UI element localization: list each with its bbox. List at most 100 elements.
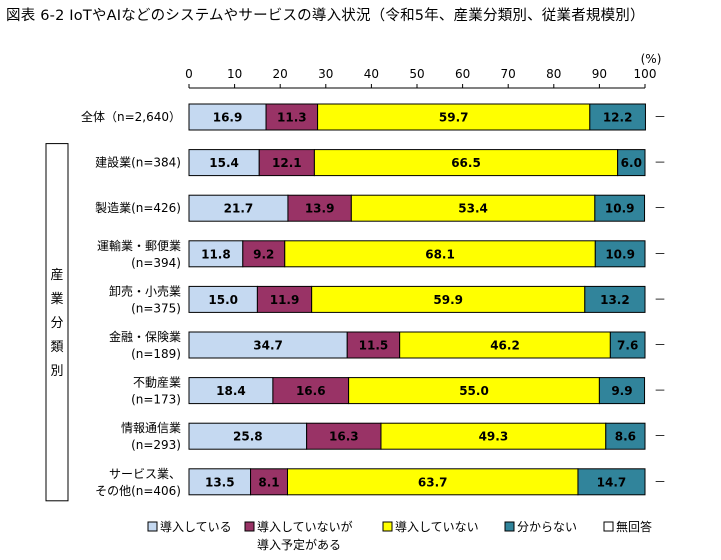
data-label: 21.7 [224, 202, 254, 216]
data-label: 59.9 [433, 293, 463, 307]
data-label: 9.9 [611, 384, 632, 398]
data-label: 11.9 [270, 293, 300, 307]
x-axis: 0 10 20 30 40 50 60 70 80 90 100 [185, 67, 657, 89]
data-label: 34.7 [253, 339, 283, 353]
bar-segment [609, 331, 646, 359]
data-label: 13.2 [600, 293, 630, 307]
no-answer-dash: － [654, 429, 666, 443]
data-label: 11.8 [201, 247, 231, 261]
bar-segment [317, 103, 591, 131]
no-answer-dash: － [654, 110, 666, 124]
bar-row: 製造業(n=426) 21.7 13.9 53.4 10.9 － [95, 194, 666, 222]
x-tick-label: 30 [318, 67, 333, 81]
data-label: 10.9 [605, 247, 635, 261]
bar-segment [188, 103, 267, 131]
bar-row: 不動産業 (n=173) 18.4 16.6 55.0 9.9 － [131, 375, 666, 407]
data-label: 14.7 [597, 475, 627, 489]
x-tick-label: 70 [501, 67, 516, 81]
legend-swatch [504, 521, 515, 532]
bar-segment [589, 103, 646, 131]
data-label: 7.6 [617, 339, 638, 353]
bars: 全体（n=2,640） 16.9 11.3 59.7 12.2 － 建設業(n=384) 15… [81, 103, 666, 498]
bar-segment [188, 331, 348, 359]
legend-swatch [244, 521, 255, 532]
category-label: (n=293) [131, 438, 181, 452]
bar-segment [188, 149, 260, 177]
bar-segment [188, 422, 308, 450]
bar-row: 全体（n=2,640） 16.9 11.3 59.7 12.2 － [81, 103, 666, 131]
no-answer-dash: － [654, 384, 666, 398]
x-tick-label: 100 [634, 67, 657, 81]
data-label: 55.0 [459, 384, 489, 398]
legend-label: 導入している [160, 520, 232, 534]
category-label: (n=375) [131, 301, 181, 315]
category-label: 卸売・小売業 [109, 283, 181, 298]
bar-segment [286, 468, 579, 496]
data-label: 15.0 [208, 293, 238, 307]
x-tick-label: 80 [546, 67, 561, 81]
data-label: 68.1 [425, 247, 455, 261]
bar-segment [258, 149, 315, 177]
unit-label: (%) [641, 52, 662, 66]
category-label: (n=189) [131, 347, 181, 361]
bar-segment [399, 331, 611, 359]
bar-row: 卸売・小売業 (n=375) 15.0 11.9 59.9 13.2 － [109, 283, 666, 315]
data-label: 13.5 [205, 475, 235, 489]
category-label: 金融・保険業 [109, 329, 181, 344]
category-label: 製造業(n=426) [95, 201, 181, 215]
bar-segment [256, 285, 313, 313]
data-label: 8.6 [615, 430, 636, 444]
data-label: 53.4 [458, 202, 488, 216]
x-tick-label: 90 [592, 67, 607, 81]
category-label: 全体（n=2,640） [81, 109, 181, 124]
no-answer-dash: － [654, 475, 666, 489]
data-label: 9.2 [253, 247, 274, 261]
category-label: 建設業(n=384) [95, 155, 181, 170]
bar-row: 運輸業・郵便業 (n=394) 11.8 9.2 68.1 10.9 － [97, 238, 666, 270]
group-label-char: 産 [50, 267, 63, 283]
bar-segment [311, 285, 586, 313]
data-label: 12.1 [272, 156, 302, 170]
bar-segment [188, 285, 258, 313]
x-tick-label: 10 [227, 67, 242, 81]
bar-segment [188, 468, 252, 496]
no-answer-dash: － [654, 247, 666, 261]
data-label: 11.3 [277, 111, 307, 125]
x-tick-label: 20 [273, 67, 288, 81]
bar-segment [617, 149, 646, 177]
data-label: 11.5 [359, 339, 389, 353]
data-label: 63.7 [418, 475, 448, 489]
bar-segment [594, 194, 646, 222]
bar-row: サービス業、その他(n=406) 13.5 8.1 63.7 14.7 － [95, 467, 666, 498]
legend-swatch [382, 521, 393, 532]
data-label: 13.9 [305, 202, 335, 216]
group-label-char: 類 [50, 340, 63, 355]
group-bracket-box [45, 143, 69, 502]
legend-label: 無回答 [616, 519, 652, 534]
group-label-char: 分 [50, 316, 63, 331]
no-answer-dash: － [654, 156, 666, 170]
bar-segment [313, 149, 619, 177]
data-label: 15.4 [209, 156, 239, 170]
data-label: 49.3 [479, 430, 509, 444]
category-label: (n=394) [131, 256, 181, 270]
x-tick-label: 60 [455, 67, 470, 81]
category-label: (n=173) [131, 393, 181, 407]
group-bracket: 産業分類別 [45, 143, 69, 502]
x-tick-label: 0 [185, 67, 193, 81]
x-tick-label: 40 [364, 67, 379, 81]
chart-title: 図表 6-2 IoTやAIなどのシステムやサービスの導入状況（令和5年、産業分類… [6, 8, 645, 24]
data-label: 16.3 [329, 430, 359, 444]
x-tick-label: 50 [409, 67, 424, 81]
bar-row: 情報通信業 (n=293) 25.8 16.3 49.3 8.6 － [121, 421, 666, 452]
bar-segment [577, 468, 646, 496]
no-answer-dash: － [654, 292, 666, 306]
bar-segment [594, 240, 646, 268]
no-answer-dash: － [654, 201, 666, 215]
bar-segment [284, 240, 596, 268]
bar-row: 金融・保険業 (n=189) 34.7 11.5 46.2 7.6 － [109, 329, 666, 361]
data-label: 59.7 [439, 111, 469, 125]
bar-segment [584, 285, 646, 313]
